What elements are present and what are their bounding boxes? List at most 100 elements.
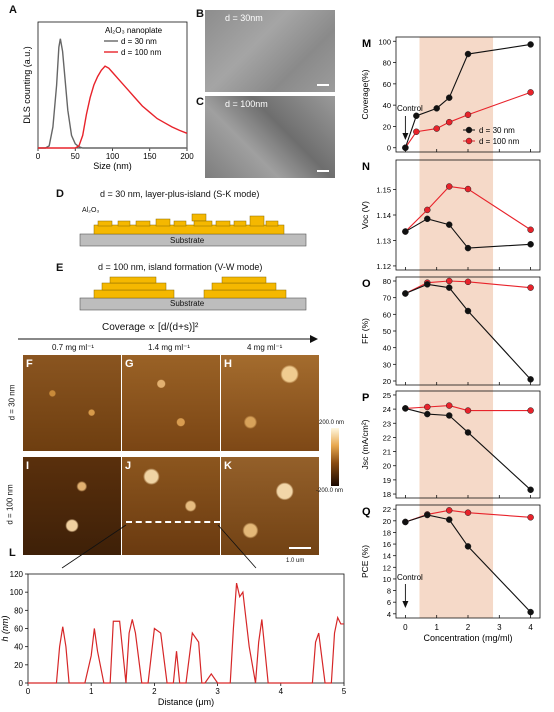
- data-point: [445, 412, 453, 419]
- afm-color-scale: [331, 428, 339, 486]
- y-tick-label: 25: [383, 391, 391, 400]
- y-tick-label: 80: [383, 59, 391, 68]
- data-point: [424, 511, 431, 519]
- data-point: [464, 509, 472, 516]
- data-point: [445, 221, 453, 228]
- afm-col-2: 1.4 mg ml⁻¹: [148, 343, 191, 352]
- x-tick-label: 0: [403, 623, 408, 632]
- data-point: [402, 290, 409, 297]
- data-point: [424, 403, 431, 411]
- data-point: [464, 244, 472, 252]
- y-tick-label: 21: [383, 448, 391, 457]
- y-tick-label: 23: [383, 419, 391, 428]
- coverage-arrow: [18, 335, 318, 343]
- y-tick-label: 8: [387, 587, 391, 596]
- y-tick-label: 18: [383, 490, 391, 499]
- data-point: [402, 518, 409, 526]
- data-point: [464, 278, 472, 286]
- y-tick-label: 0: [387, 144, 391, 153]
- afm-scale-max: 200.0 nm: [319, 420, 345, 426]
- afm-profile-line: [126, 521, 220, 523]
- x-axis-label: Concentration (mg/ml): [423, 633, 512, 643]
- afm-letter-g: G: [125, 358, 134, 370]
- schematic-d-title: d = 30 nm, layer-plus-island (S-K mode): [100, 189, 260, 199]
- afm-image-f: F: [23, 355, 121, 451]
- height-profile-chart: 0 1 2 3 4 5 0 20 40 60 80 100 120 Distance (μm) h (nm): [0, 570, 347, 707]
- y-tick-label: 19: [383, 476, 391, 485]
- panel-letter-d: D: [56, 188, 64, 200]
- afm-image-i: I: [23, 457, 121, 555]
- panel-letter: N: [362, 161, 370, 173]
- y-tick-label: 20: [383, 517, 391, 526]
- y-axis-label: Jsc (mA/cm²): [360, 419, 370, 469]
- shaded-region: [419, 37, 494, 618]
- tem-image-100nm: d = 100nm: [205, 96, 335, 178]
- afm-letter-i: I: [26, 460, 30, 472]
- x-tick-label: 3: [497, 623, 502, 632]
- afm-row-2: d = 100 nm: [5, 484, 15, 525]
- data-point: [424, 206, 431, 214]
- schematic-e-title: d = 100 nm, island formation (V-W mode): [98, 262, 263, 272]
- profile-line: [28, 582, 344, 684]
- y-tick-label: 10: [383, 575, 391, 584]
- legend-marker: [465, 126, 473, 134]
- data-point: [413, 128, 420, 136]
- x-tick-label: 2: [152, 687, 157, 696]
- data-point: [413, 112, 420, 120]
- y-axis-label: FF (%): [360, 318, 370, 344]
- y-axis-label: h (nm): [0, 615, 10, 641]
- afm-image-j: J: [122, 457, 220, 555]
- y-tick-label: 100: [10, 588, 24, 597]
- data-point: [464, 543, 472, 550]
- afm-col-3: 4 mg ml⁻¹: [247, 343, 283, 352]
- data-point: [424, 410, 431, 418]
- data-point: [527, 486, 534, 494]
- tem-label-30nm: d = 30nm: [225, 13, 263, 23]
- data-point: [445, 277, 453, 285]
- panel-letter-b: B: [196, 8, 204, 20]
- legend-label: d = 30 nm: [121, 37, 157, 46]
- zoom-lines: [61, 524, 257, 569]
- data-point: [402, 144, 409, 151]
- x-tick-label: 0: [26, 687, 31, 696]
- data-point: [527, 89, 534, 96]
- control-label: Control: [397, 104, 423, 113]
- tem-scale-bar: [317, 170, 329, 172]
- y-axis-label: DLS counting (a.u.): [22, 46, 32, 124]
- afm-letter-k: K: [224, 460, 232, 472]
- y-tick-label: 14: [383, 552, 391, 561]
- y-tick-label: 1.15: [376, 186, 391, 195]
- data-point: [527, 514, 534, 521]
- afm-letter-f: F: [26, 358, 33, 370]
- y-tick-label: 70: [383, 294, 391, 303]
- legend-title: Al₂O₃ nanoplate: [105, 26, 163, 35]
- series-line: [38, 38, 187, 149]
- data-point: [445, 284, 453, 291]
- x-tick-label: 1: [89, 687, 94, 696]
- afm-image-k: K: [221, 457, 319, 555]
- x-tick-label: 100: [106, 152, 120, 161]
- afm-image-g: G: [122, 355, 220, 451]
- data-point: [527, 284, 534, 291]
- substrate-label-e: Substrate: [170, 299, 205, 308]
- data-point: [445, 94, 453, 101]
- x-tick-label: 50: [71, 152, 80, 161]
- y-tick-label: 30: [383, 360, 391, 369]
- x-tick-label: 0: [36, 152, 41, 161]
- y-tick-label: 40: [14, 643, 23, 652]
- panel-letter: Q: [362, 506, 371, 518]
- y-tick-label: 40: [383, 344, 391, 353]
- y-tick-label: 60: [14, 625, 23, 634]
- legend-marker: [465, 137, 473, 145]
- panel-letter: M: [362, 38, 371, 50]
- y-tick-label: 60: [383, 80, 391, 89]
- data-point: [464, 307, 472, 315]
- y-tick-label: 120: [10, 570, 24, 579]
- control-arrowhead-q: [402, 601, 409, 608]
- data-point: [527, 226, 534, 234]
- panel-letter-a: A: [9, 4, 17, 16]
- afm-scale-bar: [289, 547, 311, 549]
- y-tick-label: 18: [383, 528, 391, 537]
- data-point: [464, 407, 472, 414]
- y-tick-label: 22: [383, 505, 391, 514]
